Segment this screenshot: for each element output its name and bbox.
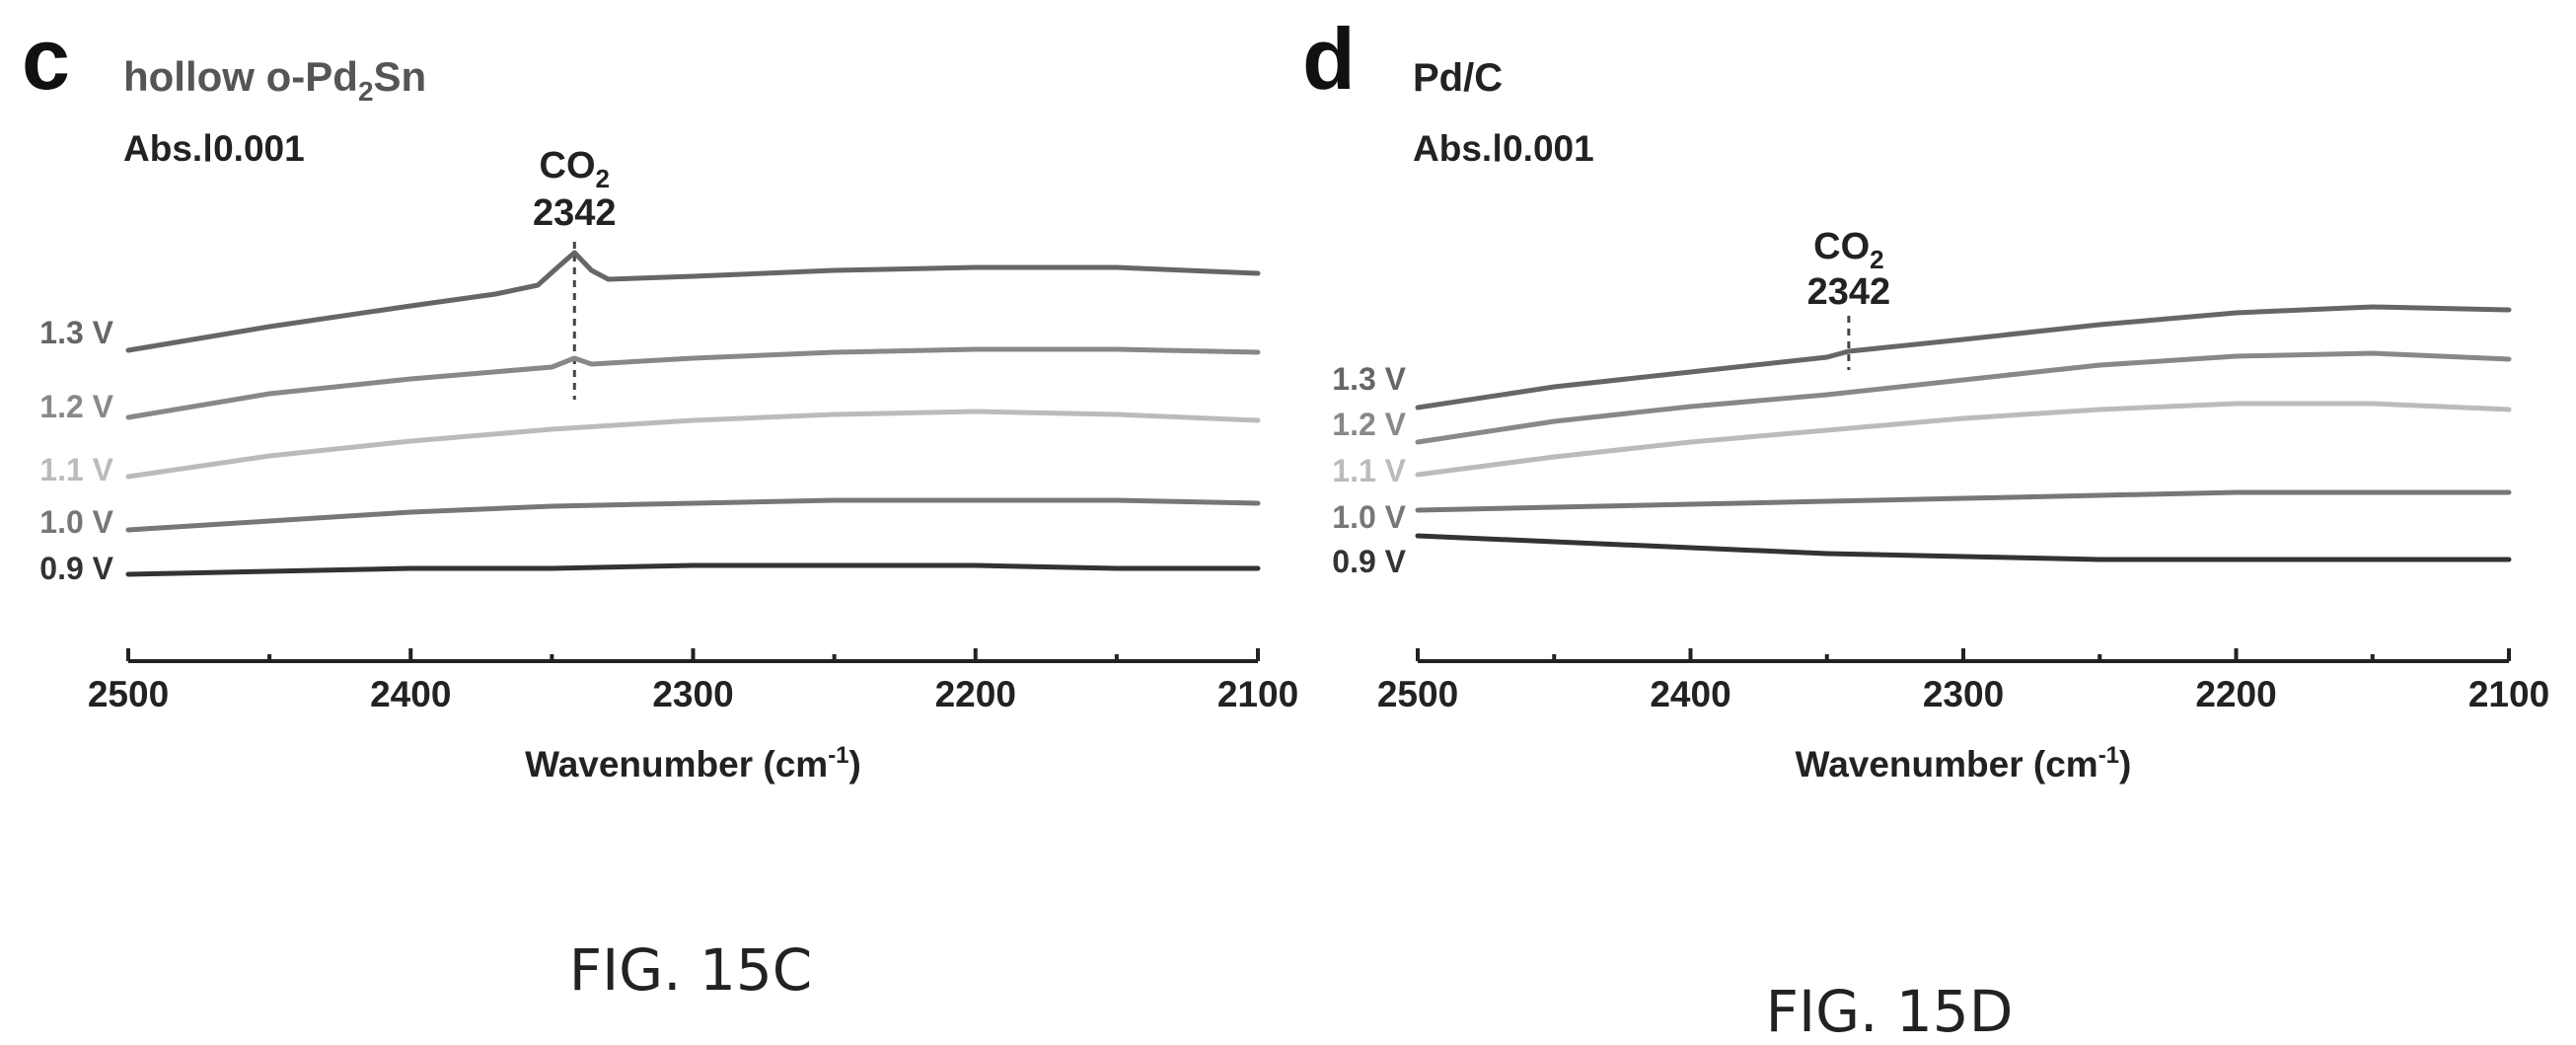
potential-label: 1.2 V <box>39 389 113 424</box>
figure-caption: FIG. 15C <box>569 936 813 1004</box>
x-tick-label: 2100 <box>2468 674 2549 714</box>
spectrum-line-12V <box>1415 350 2512 445</box>
potential-label: 0.9 V <box>39 551 113 586</box>
x-tick-label: 2300 <box>1923 674 2004 714</box>
spectrum-line-10V <box>125 497 1261 533</box>
potential-label: 1.3 V <box>39 315 113 350</box>
spectrum-line-13V <box>1415 304 2512 411</box>
potential-label: 1.1 V <box>1332 453 1406 488</box>
absorbance-scale-label: Abs.Ⅰ0.001 <box>123 128 305 169</box>
figure-caption: FIG. 15D <box>1766 978 2014 1045</box>
x-tick-label: 2200 <box>2195 674 2276 714</box>
peak-species-label: CO2 <box>1813 226 1883 274</box>
spectrum-line-10V <box>1415 489 2512 513</box>
peak-wavenumber-label: 2342 <box>1807 271 1891 313</box>
panel-letter: c <box>22 10 70 108</box>
x-tick-label: 2400 <box>370 674 451 714</box>
potential-label: 1.0 V <box>39 504 113 540</box>
spectrum-line-12V <box>125 346 1261 420</box>
panel-title: Pd/C <box>1413 56 1503 100</box>
spectrum-line-13V <box>125 250 1261 353</box>
absorbance-scale-label: Abs.Ⅰ0.001 <box>1413 128 1594 169</box>
panel-letter: d <box>1302 10 1356 108</box>
x-axis-title: Wavenumber (cm-1) <box>1796 742 2132 784</box>
potential-label: 1.2 V <box>1332 407 1406 442</box>
spectrum-line-11V <box>1415 401 2512 478</box>
potential-label: 1.3 V <box>1332 361 1406 397</box>
x-tick-label: 2100 <box>1217 674 1298 714</box>
x-tick-label: 2200 <box>935 674 1016 714</box>
panel-title: hollow o-Pd2Sn <box>123 53 426 107</box>
x-tick-label: 2400 <box>1650 674 1730 714</box>
potential-label: 1.0 V <box>1332 499 1406 535</box>
spectrum-line-11V <box>125 409 1261 480</box>
x-tick-label: 2500 <box>1377 674 1458 714</box>
potential-label: 0.9 V <box>1332 544 1406 579</box>
x-tick-label: 2500 <box>88 674 169 714</box>
peak-species-label: CO2 <box>540 145 610 193</box>
spectrum-line-09V <box>1415 533 2512 562</box>
x-axis-title: Wavenumber (cm-1) <box>525 742 861 784</box>
peak-wavenumber-label: 2342 <box>533 192 617 234</box>
potential-label: 1.1 V <box>39 452 113 487</box>
spectrum-line-09V <box>125 562 1261 577</box>
x-tick-label: 2300 <box>652 674 733 714</box>
